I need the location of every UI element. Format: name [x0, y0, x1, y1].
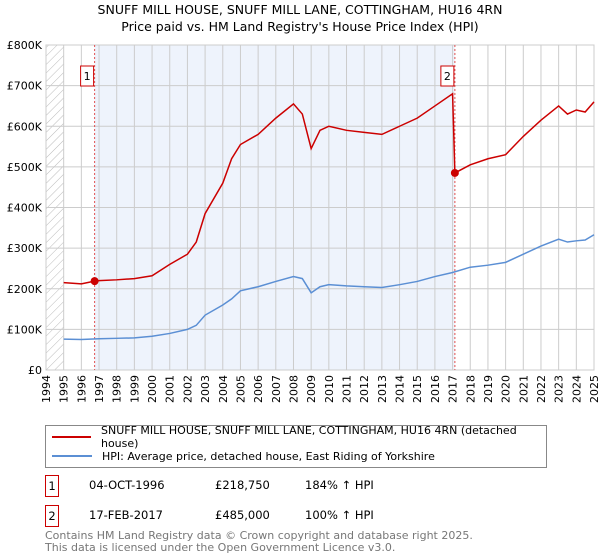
x-tick-label: 1997: [93, 375, 106, 403]
x-tick-label: 1996: [75, 375, 88, 403]
x-tick-label: 2025: [588, 375, 600, 403]
legend-label: SNUFF MILL HOUSE, SNUFF MILL LANE, COTTI…: [100, 424, 517, 450]
x-tick-label: 2017: [447, 375, 460, 403]
sale-label: 1: [84, 70, 91, 83]
y-tick-label: £500K: [7, 161, 43, 174]
sale-label: 2: [444, 70, 451, 83]
y-tick-label: £800K: [7, 39, 43, 52]
hpi-line: [63, 234, 595, 341]
x-tick-label: 2022: [535, 375, 548, 403]
x-tick-label: 2020: [500, 375, 513, 403]
sale-point-1: [90, 277, 99, 286]
y-tick-label: £0: [28, 364, 42, 377]
x-tick-label: 2009: [305, 375, 318, 403]
chart-title-line1: SNUFF MILL HOUSE, SNUFF MILL LANE, COTTI…: [97, 2, 503, 17]
x-tick-label: 2016: [429, 375, 442, 403]
legend-swatch-red: [52, 436, 91, 438]
sale-date: 04-OCT-1996: [89, 478, 165, 492]
x-tick-label: 2014: [394, 375, 407, 403]
sale-date: 17-FEB-2017: [89, 508, 163, 522]
sale-hpi: 184% ↑ HPI: [305, 478, 374, 492]
x-tick-label: 2021: [517, 375, 530, 403]
y-tick-label: £700K: [7, 80, 43, 93]
x-tick-label: 2000: [146, 375, 159, 403]
x-tick-label: 2012: [358, 375, 371, 403]
sale-price: £218,750: [215, 478, 270, 492]
y-tick-label: £600K: [7, 120, 43, 133]
y-tick-label: £200K: [7, 283, 43, 296]
legend-item-property: SNUFF MILL HOUSE, SNUFF MILL LANE, COTTI…: [52, 424, 546, 450]
chart: 1994 1995 1996 1997 1998 1999 2000 2001 2002 2003…: [7, 39, 600, 403]
legend-swatch-blue: [52, 455, 92, 457]
x-tick-label: 1998: [111, 375, 124, 403]
legend-label: HPI: Average price, detached house, East…: [102, 449, 435, 463]
x-tick-label: 2024: [570, 375, 583, 403]
sale-label-box: [440, 65, 455, 87]
legend: SNUFF MILL HOUSE, SNUFF MILL LANE, COTTI…: [45, 424, 547, 468]
sale-row-2: 2 17-FEB-2017 £485,000 100% ↑ HPI: [45, 505, 565, 527]
y-tick-label: £100K: [7, 323, 43, 336]
x-tick-label: 2007: [270, 375, 283, 403]
x-tick-label: 2023: [553, 375, 566, 403]
y-tick-label: £300K: [7, 242, 43, 255]
sale-price: £485,000: [215, 508, 270, 522]
x-tick-label: 1999: [128, 375, 141, 403]
x-tick-label: 2001: [164, 375, 177, 403]
x-tick-label: 2003: [199, 375, 212, 403]
x-tick-label: 1994: [40, 375, 53, 403]
sale-marker-1: 1: [45, 475, 59, 497]
x-tick-label: 2011: [341, 375, 354, 403]
footer: Contains HM Land Registry data © Crown c…: [45, 530, 473, 554]
x-tick-label: 2010: [323, 375, 336, 403]
x-tick-label: 2002: [181, 375, 194, 403]
sale-label-box: [80, 65, 95, 87]
x-tick-label: 2006: [252, 375, 265, 403]
legend-item-hpi: HPI: Average price, detached house, East…: [52, 448, 435, 464]
price-paid-line: [63, 92, 595, 285]
x-tick-label: 2018: [464, 375, 477, 403]
x-tick-label: 2013: [376, 375, 389, 403]
sale-row-1: 1 04-OCT-1996 £218,750 184% ↑ HPI: [45, 475, 565, 497]
x-tick-label: 1995: [58, 375, 71, 403]
footer-line2: This data is licensed under the Open Gov…: [45, 541, 396, 554]
x-tick-label: 2005: [234, 375, 247, 403]
sale-hpi: 100% ↑ HPI: [305, 508, 374, 522]
sale-marker-2: 2: [45, 505, 59, 527]
plot-border: [45, 44, 595, 371]
x-tick-label: 2019: [482, 375, 495, 403]
x-tick-label: 2004: [217, 375, 230, 403]
y-tick-label: £400K: [7, 202, 43, 215]
footer-line1: Contains HM Land Registry data © Crown c…: [45, 529, 473, 542]
sale-point-2: [450, 168, 459, 177]
chart-title-line2: Price paid vs. HM Land Registry's House …: [121, 19, 479, 34]
x-tick-label: 2015: [411, 375, 424, 403]
x-tick-label: 2008: [287, 375, 300, 403]
